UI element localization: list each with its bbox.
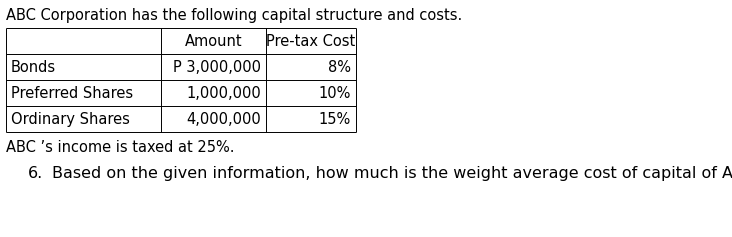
Text: Ordinary Shares: Ordinary Shares bbox=[11, 111, 130, 127]
Text: 4,000,000: 4,000,000 bbox=[186, 111, 261, 127]
Text: ABC ’s income is taxed at 25%.: ABC ’s income is taxed at 25%. bbox=[6, 140, 234, 155]
Text: 15%: 15% bbox=[318, 111, 351, 127]
Text: Pre-tax Cost: Pre-tax Cost bbox=[266, 33, 356, 49]
Text: 1,000,000: 1,000,000 bbox=[186, 86, 261, 100]
Text: Preferred Shares: Preferred Shares bbox=[11, 86, 133, 100]
Text: Bonds: Bonds bbox=[11, 59, 56, 74]
Text: Amount: Amount bbox=[184, 33, 242, 49]
Text: 6.: 6. bbox=[28, 166, 43, 181]
Text: ABC Corporation has the following capital structure and costs.: ABC Corporation has the following capita… bbox=[6, 8, 462, 23]
Text: Based on the given information, how much is the weight average cost of capital o: Based on the given information, how much… bbox=[52, 166, 732, 181]
Text: 8%: 8% bbox=[328, 59, 351, 74]
Text: P 3,000,000: P 3,000,000 bbox=[173, 59, 261, 74]
Text: 10%: 10% bbox=[318, 86, 351, 100]
